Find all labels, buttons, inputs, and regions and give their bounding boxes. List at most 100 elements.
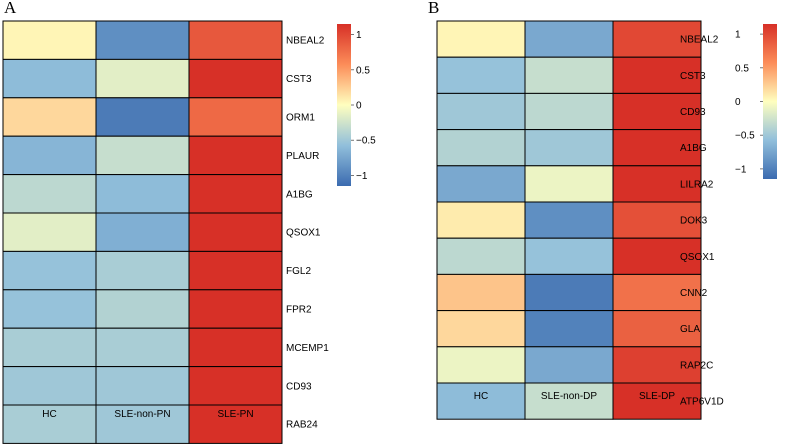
heatmap-cells-b xyxy=(436,20,702,420)
row-labels-a: NBEAL2 CST3 ORM1 PLAUR A1BG QSOX1 FGL2 FPR2 MCEM… xyxy=(286,36,329,431)
heatmap-cell-b-r5-c1 xyxy=(524,201,614,239)
heatmap-cell-a-r2-c0 xyxy=(2,97,97,137)
row-label-b-0: NBEAL2 xyxy=(680,35,719,46)
column-label-b-2: SLE-DP xyxy=(639,391,675,402)
heatmap-cell-a-r3-c1 xyxy=(95,135,190,176)
heatmap-cell-b-r0-c2 xyxy=(612,20,702,58)
heatmap-cell-b-r7-c0 xyxy=(436,273,526,312)
heatmap-cell-a-r3-c2 xyxy=(188,135,283,176)
heatmap-panel-a: A NBEAL2 CST3 ORM1 PLAUR A1BG QSOX1 FGL2 FPR2 MC… xyxy=(2,0,376,444)
heatmap-cell-b-r5-c0 xyxy=(436,201,526,239)
row-label-a-1: CST3 xyxy=(286,74,312,85)
heatmap-panel-b: B NBEAL2 CST3 CD93 A1BG LILRA2 DOK3 QSOX1 CNN2 G… xyxy=(428,0,777,420)
heatmap-cell-a-r9-c0 xyxy=(2,366,97,406)
column-label-a-1: SLE-non-PN xyxy=(114,409,170,420)
heatmap-cell-b-r10-c0 xyxy=(436,382,526,420)
legend-tick-label-b-3: −0.5 xyxy=(735,131,755,142)
row-label-b-5: DOK3 xyxy=(680,216,708,227)
row-label-b-8: GLA xyxy=(680,324,700,335)
row-label-a-8: MCEMP1 xyxy=(286,343,329,354)
column-label-b-0: HC xyxy=(474,391,488,402)
heatmap-cell-b-r2-c1 xyxy=(524,92,614,131)
heatmap-cell-a-r5-c1 xyxy=(95,212,190,252)
heatmap-cell-b-r2-c2 xyxy=(612,92,702,131)
heatmap-cell-b-r3-c1 xyxy=(524,129,614,167)
heatmap-cell-a-r7-c1 xyxy=(95,289,190,329)
heatmap-cell-b-r8-c0 xyxy=(436,310,526,348)
legend-colorbar-b xyxy=(763,24,777,179)
heatmap-cell-b-r1-c1 xyxy=(524,56,614,94)
panel-letter-b: B xyxy=(428,0,439,17)
heatmap-cell-b-r3-c0 xyxy=(436,129,526,167)
row-label-b-4: LILRA2 xyxy=(680,179,714,190)
heatmap-cell-b-r1-c0 xyxy=(436,56,526,94)
row-label-a-7: FPR2 xyxy=(286,305,312,316)
row-label-a-5: QSOX1 xyxy=(286,228,321,239)
row-label-a-0: NBEAL2 xyxy=(286,36,325,47)
color-legend-b: 1 0.5 0 −0.5 −1 xyxy=(735,24,777,179)
heatmap-cell-a-r6-c0 xyxy=(2,250,97,291)
row-label-b-9: RAP2C xyxy=(680,360,713,371)
heatmap-cell-b-r4-c0 xyxy=(436,165,526,203)
row-label-a-9: CD93 xyxy=(286,381,312,392)
heatmap-cell-b-r6-c1 xyxy=(524,237,614,275)
row-labels-b: NBEAL2 CST3 CD93 A1BG LILRA2 DOK3 QSOX1 CNN2 GLA… xyxy=(680,35,724,408)
heatmap-cells-a xyxy=(2,20,283,444)
row-label-b-6: QSOX1 xyxy=(680,252,715,263)
heatmap-cell-b-r9-c1 xyxy=(524,346,614,384)
row-label-b-10: ATP6V1D xyxy=(680,397,724,408)
column-label-b-1: SLE-non-DP xyxy=(541,391,597,402)
column-label-a-0: HC xyxy=(42,409,56,420)
heatmap-cell-a-r4-c0 xyxy=(2,174,97,214)
heatmap-cell-b-r6-c0 xyxy=(436,237,526,275)
heatmap-cell-a-r2-c2 xyxy=(188,97,283,137)
heatmap-cell-b-r3-c2 xyxy=(612,129,702,167)
heatmap-cell-a-r10-c2 xyxy=(188,404,283,444)
heatmap-cell-a-r9-c1 xyxy=(95,366,190,406)
legend-tick-label-b-0: 1 xyxy=(735,30,741,41)
heatmap-cell-a-r8-c1 xyxy=(95,327,190,368)
column-labels-b: HC SLE-non-DP SLE-DP xyxy=(474,391,676,402)
heatmap-cell-a-r6-c2 xyxy=(188,250,283,291)
legend-tick-label-b-1: 0.5 xyxy=(735,63,749,74)
row-label-b-3: A1BG xyxy=(680,143,707,154)
heatmap-cell-a-r1-c2 xyxy=(188,58,283,99)
heatmap-cell-b-r4-c1 xyxy=(524,165,614,203)
heatmap-cell-a-r0-c0 xyxy=(2,20,97,60)
heatmap-cell-a-r5-c2 xyxy=(188,212,283,252)
heatmap-cell-a-r2-c1 xyxy=(95,97,190,137)
column-label-a-2: SLE-PN xyxy=(217,409,253,420)
heatmap-cell-a-r4-c1 xyxy=(95,174,190,214)
heatmap-cell-a-r7-c0 xyxy=(2,289,97,329)
row-label-b-2: CD93 xyxy=(680,107,706,118)
legend-tick-label-b-2: 0 xyxy=(735,97,741,108)
color-legend-a: 1 0.5 0 −0.5 −1 xyxy=(337,24,376,186)
row-label-a-4: A1BG xyxy=(286,189,313,200)
heatmap-cell-a-r9-c2 xyxy=(188,366,283,406)
heatmap-cell-a-r1-c1 xyxy=(95,58,190,99)
heatmap-cell-a-r7-c2 xyxy=(188,289,283,329)
legend-colorbar-a xyxy=(337,24,351,186)
heatmap-cell-a-r8-c2 xyxy=(188,327,283,368)
row-label-a-3: PLAUR xyxy=(286,151,319,162)
heatmap-cell-b-r8-c1 xyxy=(524,310,614,348)
row-label-b-7: CNN2 xyxy=(680,288,708,299)
heatmap-cell-b-r8-c2 xyxy=(612,310,702,348)
row-label-b-1: CST3 xyxy=(680,71,706,82)
legend-tick-label-a-0: 1 xyxy=(356,30,362,41)
heatmap-cell-a-r4-c2 xyxy=(188,174,283,214)
heatmap-cell-a-r10-c0 xyxy=(2,404,97,444)
legend-tick-label-a-4: −1 xyxy=(356,171,368,182)
panel-letter-a: A xyxy=(4,0,17,17)
heatmap-cell-b-r4-c2 xyxy=(612,165,702,203)
heatmap-cell-b-r0-c0 xyxy=(436,20,526,58)
heatmap-cell-b-r9-c2 xyxy=(612,346,702,384)
heatmap-cell-b-r6-c2 xyxy=(612,237,702,275)
heatmap-cell-a-r0-c2 xyxy=(188,20,283,60)
legend-tick-label-b-4: −1 xyxy=(735,164,747,175)
heatmap-cell-a-r8-c0 xyxy=(2,327,97,368)
heatmap-cell-b-r9-c0 xyxy=(436,346,526,384)
heatmap-cell-b-r10-c2 xyxy=(612,382,702,420)
row-label-a-6: FGL2 xyxy=(286,266,311,277)
